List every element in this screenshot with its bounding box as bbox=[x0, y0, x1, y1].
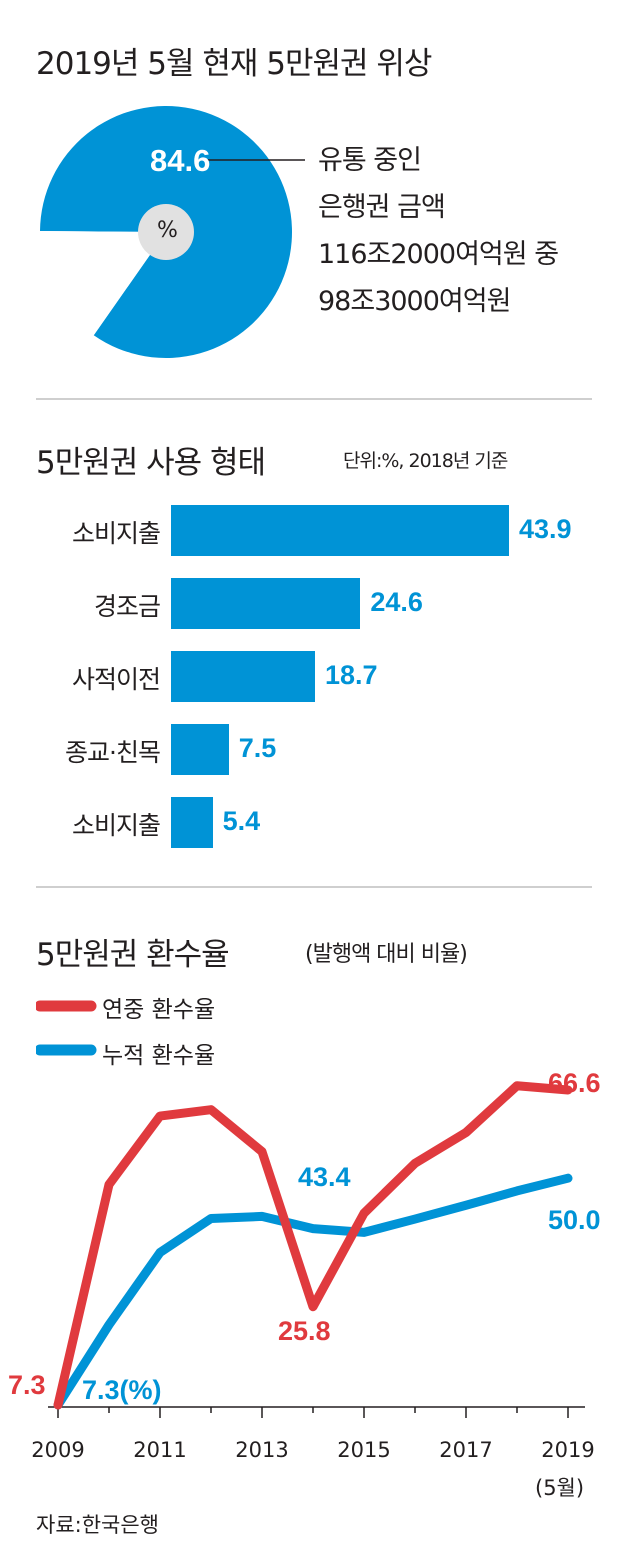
bar-unit: 단위:%, 2018년 기준 bbox=[343, 450, 508, 472]
bar-value-label: 7.5 bbox=[238, 733, 277, 763]
bar-category-label: 소비지출 bbox=[71, 519, 161, 548]
x-tick-label: 2011 bbox=[133, 1438, 186, 1462]
bar-value-label: 5.4 bbox=[222, 806, 261, 836]
bar bbox=[171, 724, 229, 775]
x-tick-label: 2019 bbox=[541, 1438, 594, 1462]
pie-center-hole bbox=[138, 204, 194, 260]
line-legend bbox=[36, 1000, 97, 1056]
x-tick-label: 2013 bbox=[235, 1438, 288, 1462]
line-subtitle: (발행액 대비 비율) bbox=[305, 942, 468, 967]
pie-desc-line: 유통 중인 bbox=[318, 145, 422, 176]
legend-label-cumulative: 누적 환수율 bbox=[102, 1043, 216, 1069]
bar-value-label: 18.7 bbox=[324, 660, 378, 690]
series-line-cumulative bbox=[53, 1173, 573, 1410]
label-cumulative-mid: 43.4 bbox=[298, 1162, 351, 1192]
bar-category-label: 경조금 bbox=[93, 592, 161, 621]
bar-category-label: 사적이전 bbox=[71, 665, 161, 694]
section-divider bbox=[36, 398, 592, 400]
pie-chart bbox=[40, 106, 305, 359]
bar bbox=[171, 578, 361, 629]
label-cumulative-start: 7.3(%) bbox=[82, 1375, 162, 1405]
label-cumulative-end: 50.0 bbox=[548, 1205, 601, 1235]
bar-category-label: 소비지출 bbox=[71, 811, 161, 840]
label-annual-start: 7.3 bbox=[8, 1370, 46, 1400]
bar-category-label: 종교·친목 bbox=[65, 738, 161, 767]
bar bbox=[171, 505, 509, 556]
source-note: 자료:한국은행 bbox=[36, 1513, 159, 1537]
x-tick-label: 2009 bbox=[31, 1438, 84, 1462]
pie-description: 유통 중인 은행권 금액 116조2000여억원 중 98조3000여억원 bbox=[318, 137, 559, 325]
bar bbox=[171, 651, 315, 702]
bar bbox=[171, 797, 213, 848]
pie-desc-line: 은행권 금액 bbox=[318, 192, 446, 223]
pie-center-label: % bbox=[157, 218, 178, 243]
section-divider bbox=[36, 886, 592, 888]
x-tick-label: 2017 bbox=[439, 1438, 492, 1462]
bar-value-label: 43.9 bbox=[519, 514, 572, 544]
legend-label-annual: 연중 환수율 bbox=[102, 997, 216, 1023]
pie-value-label: 84.6 bbox=[150, 143, 211, 178]
bar-value-label: 24.6 bbox=[370, 587, 423, 617]
label-annual-end: 66.6 bbox=[548, 1068, 601, 1098]
x-tick-label: 2015 bbox=[337, 1438, 390, 1462]
pie-title: 2019년 5월 현재 5만원권 위상 bbox=[36, 46, 432, 82]
line-title: 5만원권 환수율 bbox=[36, 937, 230, 973]
pie-slice-rest bbox=[40, 231, 167, 336]
label-annual-min: 25.8 bbox=[278, 1316, 331, 1346]
pie-desc-line: 98조3000여억원 bbox=[318, 286, 511, 317]
pie-desc-line: 116조2000여억원 중 bbox=[318, 239, 559, 270]
bar-title: 5만원권 사용 형태 bbox=[36, 445, 266, 481]
series-line-annual bbox=[53, 1081, 573, 1410]
xtick-note: (5월) bbox=[535, 1476, 585, 1500]
